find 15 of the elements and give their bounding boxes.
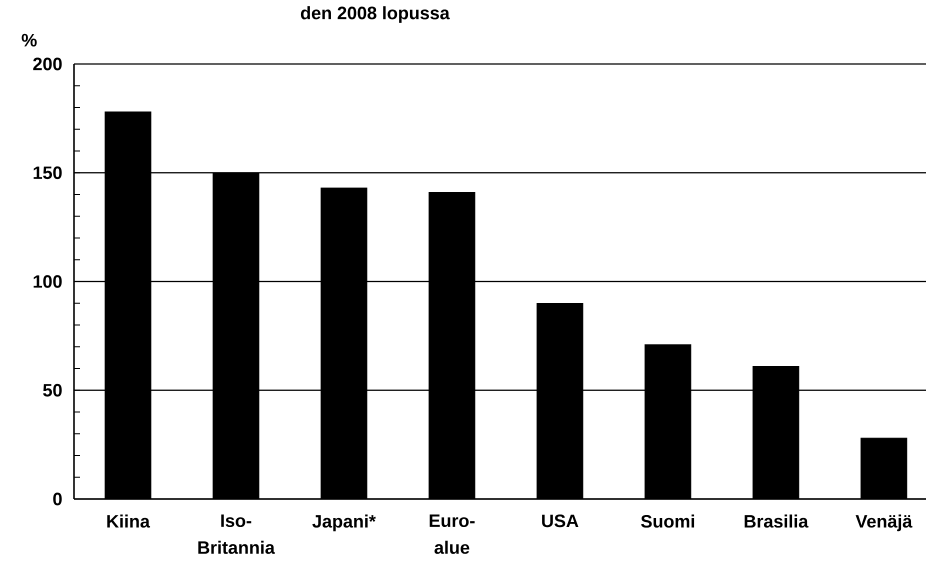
x-tick-label: Brasilia [744, 514, 808, 528]
x-tick-label: Iso-Britannia [198, 514, 275, 554]
y-tick-label: 50 [43, 384, 62, 397]
y-tick-label: 100 [34, 275, 62, 288]
chart-title: den 2008 lopussa [300, 6, 450, 23]
y-tick-label: 0 [53, 492, 62, 506]
y-axis-title: % [22, 34, 37, 46]
x-tick-label: USA [542, 514, 578, 528]
y-tick-label: 200 [33, 58, 62, 70]
x-tick-label: Euro-alue [430, 514, 475, 554]
x-tick-label: Kiina [107, 514, 150, 528]
y-tick-label: 150 [34, 166, 62, 180]
x-tick-label: Suomi [641, 514, 694, 528]
x-tick-label: Venäjä [856, 514, 912, 532]
x-tick-label: Japani* [312, 514, 376, 532]
